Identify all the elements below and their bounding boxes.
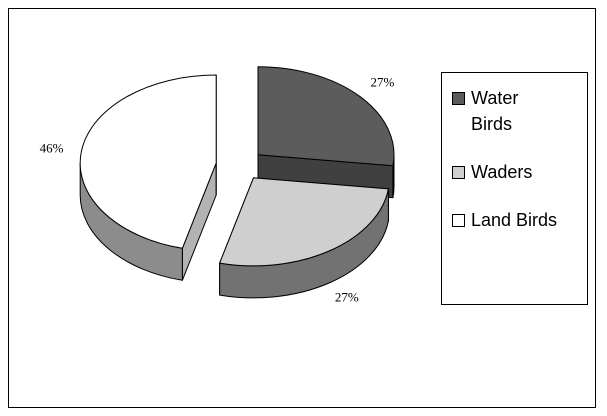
legend-entry: Water Birds bbox=[452, 85, 587, 137]
legend-label: Water Birds bbox=[471, 88, 519, 134]
legend: Water Birds Waders Land Birds bbox=[441, 72, 588, 305]
chart: 27% 27% 46% bbox=[40, 66, 395, 305]
legend-swatch bbox=[452, 214, 465, 227]
slice bbox=[79, 74, 217, 249]
legend-swatch bbox=[452, 166, 465, 179]
legend-label: Waders bbox=[471, 162, 533, 182]
legend-swatch bbox=[452, 92, 465, 105]
data-label: 46% bbox=[40, 141, 64, 156]
slice bbox=[257, 66, 395, 167]
data-label: 27% bbox=[371, 75, 395, 90]
legend-label: Land Birds bbox=[471, 210, 558, 230]
legend-entry: Land Birds bbox=[452, 207, 587, 233]
chart-frame bbox=[8, 8, 596, 408]
data-label: 27% bbox=[335, 290, 359, 305]
slice bbox=[218, 177, 390, 267]
legend-entry: Waders bbox=[452, 159, 587, 185]
